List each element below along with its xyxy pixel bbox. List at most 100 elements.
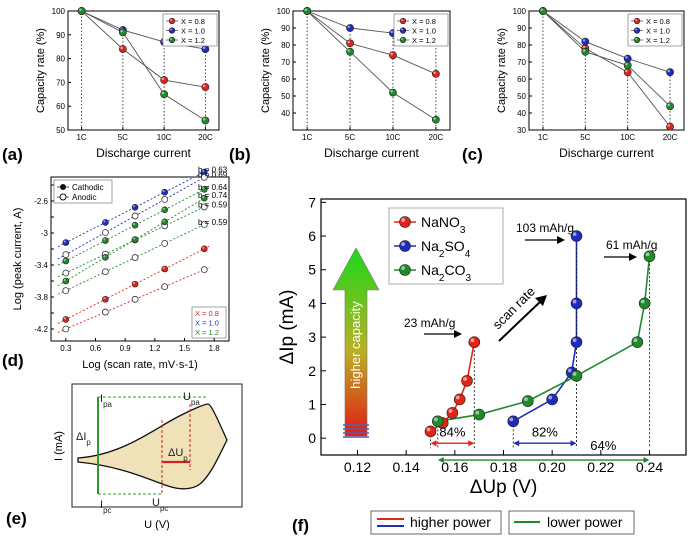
data-point xyxy=(160,90,169,99)
y-tick-label: 90 xyxy=(281,24,290,33)
x-tick-label: 20C xyxy=(198,133,213,142)
data-point-highlight xyxy=(433,417,438,422)
legend-label: X = 1.2 xyxy=(412,36,436,45)
legend-marker-highlight xyxy=(401,218,406,222)
data-point xyxy=(666,122,674,131)
range-na2co3-arrow-left xyxy=(437,457,444,464)
x-tick-label: 0.18 xyxy=(490,459,517,475)
legend-label-sub: 3 xyxy=(460,225,466,236)
y-tick-label: 0 xyxy=(308,430,316,446)
range-nano3-arrow-left xyxy=(430,440,437,447)
panel-d-chart: 0.3 0.6 0.9 1.2 1.5 1.8 -4.2 -3.8 -3.4 -3 -2.6 b = … xyxy=(12,166,230,371)
data-point-open xyxy=(161,195,169,203)
data-point-highlight xyxy=(625,56,628,59)
x-tick-label: 0.22 xyxy=(587,459,614,475)
data-point-highlight xyxy=(463,377,468,381)
upa-label-sub: pa xyxy=(191,398,200,407)
fit-line xyxy=(57,267,210,333)
x-tick-label: 1C xyxy=(538,133,548,142)
data-point-highlight xyxy=(582,45,586,49)
higher-power-box xyxy=(370,510,502,535)
y-tick-label: 4 xyxy=(308,295,316,311)
data-point-highlight xyxy=(162,266,165,270)
data-point-open xyxy=(62,269,70,277)
data-point xyxy=(453,393,466,406)
slope-label: b = 0.64 xyxy=(198,183,228,192)
scan-rate-label: scan rate xyxy=(490,284,538,332)
data-point-highlight xyxy=(667,124,671,127)
data-point-open xyxy=(62,325,70,333)
range-na2so4-arrow-left xyxy=(513,440,520,447)
data-point-highlight xyxy=(645,252,650,257)
legend-marker xyxy=(399,240,411,252)
data-point-highlight xyxy=(470,338,475,343)
pct-na2co3-label: 64% xyxy=(590,438,616,453)
x-tick-label: 1C xyxy=(76,133,86,142)
legend-x-label: X = 1.2 xyxy=(195,328,219,337)
data-point-highlight xyxy=(161,91,165,95)
data-point xyxy=(131,204,139,211)
data-point-highlight xyxy=(390,90,393,93)
y-tick-label: 80 xyxy=(56,55,65,64)
data-point xyxy=(666,68,674,77)
data-point xyxy=(200,245,208,253)
x-tick-label: 1C xyxy=(302,133,312,142)
data-point-highlight xyxy=(120,29,123,33)
data-point-highlight xyxy=(202,187,205,190)
legend-label-main: Na xyxy=(421,238,439,254)
delta-up-label-main: ΔU xyxy=(168,447,183,459)
slope-label: b = 0.63 xyxy=(198,166,228,175)
legend-label-sub2: 3 xyxy=(465,273,471,284)
data-point xyxy=(62,277,70,285)
data-point xyxy=(161,206,169,214)
data-point xyxy=(62,239,70,246)
y-tick-label: 90 xyxy=(56,31,65,40)
legend-label-sub: 2 xyxy=(439,249,445,260)
y-tick-label: 1 xyxy=(308,396,316,412)
x-tick-label: 0.20 xyxy=(539,459,566,475)
data-point-highlight xyxy=(572,232,577,237)
data-point xyxy=(473,408,485,421)
delta-up-label: ΔUp xyxy=(168,447,188,463)
data-point-highlight xyxy=(202,196,205,199)
data-point-highlight xyxy=(162,219,165,222)
scan-rate-arrow xyxy=(498,300,542,342)
data-point xyxy=(62,316,70,323)
legend-label-main: Na xyxy=(421,262,439,278)
data-point xyxy=(201,116,210,125)
data-point-highlight xyxy=(63,317,66,320)
legend-label: X = 1.0 xyxy=(646,26,670,35)
slope-label: b = 0.69 xyxy=(198,171,228,180)
legend-label: X = 1.0 xyxy=(181,26,205,35)
data-point-highlight xyxy=(132,223,136,226)
data-point-highlight xyxy=(475,410,480,415)
legend-marker-highlight xyxy=(401,28,403,31)
x-axis-title: Discharge current xyxy=(559,146,654,160)
x-tick-label: 0.14 xyxy=(393,459,420,475)
y-tick-label: 60 xyxy=(281,75,290,84)
legend-label: Na2CO3 xyxy=(421,262,471,284)
y-tick-label: 50 xyxy=(281,92,290,101)
panel-f-chart: 0.12 0.14 0.16 0.18 0.20 0.22 0.24 0 1 2 3 4 5 6 7 high… xyxy=(277,194,687,535)
y-tick-label: 60 xyxy=(517,75,526,84)
x-axis-title: Discharge current xyxy=(324,146,419,160)
x-tick-label: 20C xyxy=(663,133,678,142)
y-axis-title: Capacity rate (%) xyxy=(35,28,47,113)
data-point-open xyxy=(101,229,109,236)
data-point-open xyxy=(62,287,70,295)
plot-frame xyxy=(67,10,220,131)
data-point xyxy=(424,425,437,438)
legend-marker xyxy=(168,17,176,25)
data-point-highlight xyxy=(161,77,165,81)
legend-x-label: X = 1.0 xyxy=(195,319,219,328)
series-line xyxy=(81,10,206,121)
y-tick-label: 2 xyxy=(308,363,316,379)
data-point-highlight xyxy=(202,169,205,173)
legend-label-main: NaNO xyxy=(421,214,460,230)
legend-x-label: X = 0.8 xyxy=(195,309,219,318)
legend-marker-highlight xyxy=(170,38,173,40)
x-tick-label: 0.9 xyxy=(120,344,132,353)
data-point-highlight xyxy=(132,282,136,285)
x-tick-label: 0.24 xyxy=(636,459,663,475)
panel-a-chart: 50 60 70 80 90 100 1C 5C 10C 20C X = 0.8X = 1.0X =… xyxy=(35,7,220,160)
